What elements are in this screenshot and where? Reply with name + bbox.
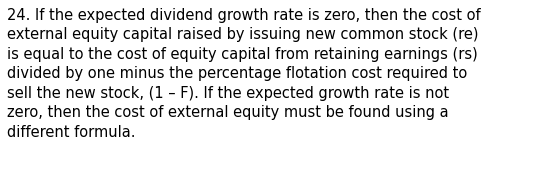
Text: 24. If the expected dividend growth rate is zero, then the cost of
external equi: 24. If the expected dividend growth rate… (7, 8, 480, 140)
